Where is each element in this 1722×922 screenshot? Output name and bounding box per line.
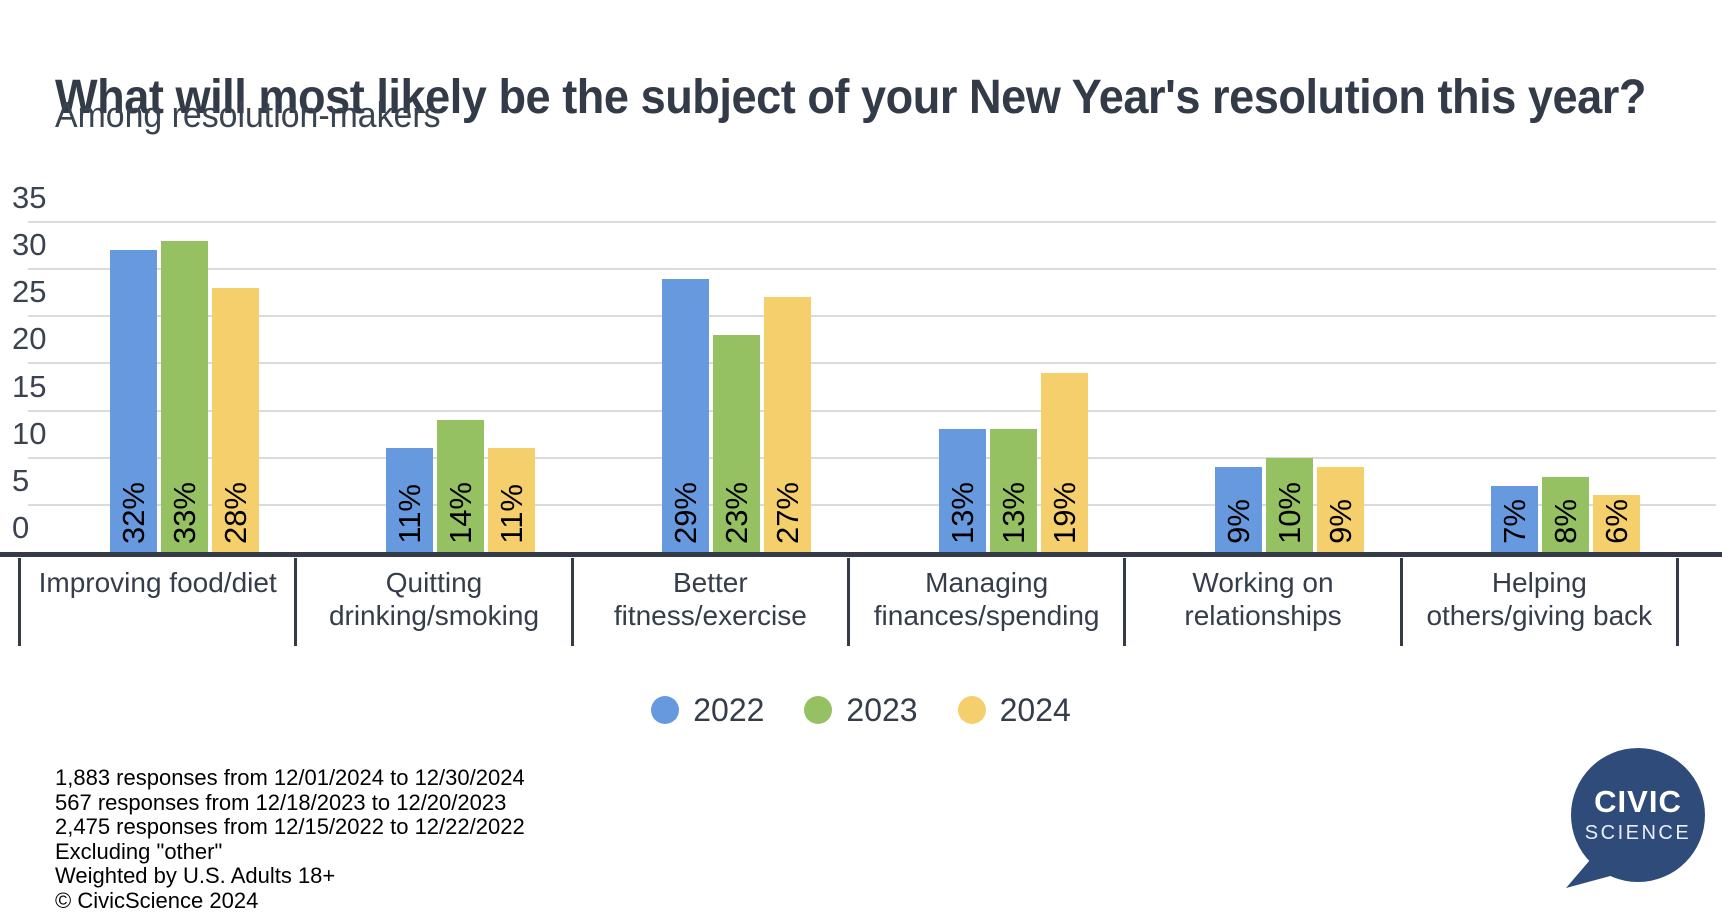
y-tick-label-15: 15 bbox=[12, 368, 47, 404]
bar-2022-improving-food-diet: 32% bbox=[109, 250, 157, 552]
bar-value-label: 23% bbox=[719, 481, 755, 544]
footnote-line-4: Excluding "other" bbox=[55, 838, 223, 864]
grouped-bar-chart: 0 5 10 15 20 25 30 35 32% 33% 28% 11% 14% 11% 29% 23% 27… bbox=[0, 180, 1722, 662]
bar-value-label: 33% bbox=[166, 481, 202, 544]
chart-legend: 2022 2023 2024 bbox=[0, 690, 1722, 730]
gridline-30 bbox=[28, 268, 1716, 271]
bar-2023-working-on-relationships: 10% bbox=[1265, 457, 1313, 552]
legend-label: 2022 bbox=[693, 691, 765, 728]
bar-2024-working-on-relationships: 9% bbox=[1316, 467, 1364, 552]
bar-value-label: 29% bbox=[668, 481, 704, 544]
legend-item-2024: 2024 bbox=[957, 691, 1071, 729]
legend-dot-icon bbox=[651, 696, 680, 724]
bar-value-label: 8% bbox=[1548, 499, 1584, 544]
bar-value-label: 9% bbox=[1220, 499, 1256, 544]
category-column-better-fitness-exercise: 29% 23% 27% bbox=[599, 222, 875, 552]
bar-value-label: 28% bbox=[217, 481, 253, 544]
bar-2024-better-fitness-exercise: 27% bbox=[764, 297, 812, 552]
speech-bubble-icon: CIVIC SCIENCE bbox=[1566, 748, 1705, 888]
bar-2024-improving-food-diet: 28% bbox=[211, 288, 259, 552]
y-tick-label-30: 30 bbox=[12, 227, 47, 263]
x-axis-line bbox=[0, 552, 1722, 557]
category-label-quitting-drinking-smoking: Quitting drinking/smoking bbox=[294, 558, 570, 646]
footnote-line-2: 567 responses from 12/18/2023 to 12/20/2… bbox=[55, 789, 507, 815]
bar-2023-managing-finances-spending: 13% bbox=[989, 429, 1037, 552]
bar-value-label: 10% bbox=[1271, 481, 1307, 544]
gridline-10 bbox=[28, 456, 1716, 459]
y-tick-label-25: 25 bbox=[12, 274, 47, 310]
bar-value-label: 11% bbox=[493, 484, 529, 544]
logo-text-science: SCIENCE bbox=[1585, 822, 1691, 844]
bar-2022-working-on-relationships: 9% bbox=[1214, 467, 1262, 552]
civicscience-logo: CIVIC SCIENCE bbox=[1556, 742, 1716, 902]
bar-value-label: 6% bbox=[1599, 499, 1635, 544]
footnote-line-3: 2,475 responses from 12/15/2022 to 12/22… bbox=[55, 814, 525, 839]
chart-subtitle: Among resolution-makers bbox=[55, 94, 441, 135]
category-column-improving-food-diet: 32% 33% 28% bbox=[46, 222, 322, 552]
category-column-managing-finances-spending: 13% 13% 19% bbox=[875, 222, 1151, 552]
bar-value-label: 14% bbox=[442, 481, 478, 544]
bar-2023-helping-others-giving-back: 8% bbox=[1542, 476, 1590, 552]
category-label-improving-food-diet: Improving food/diet bbox=[18, 558, 294, 646]
bar-2024-quitting-drinking-smoking: 11% bbox=[487, 448, 535, 552]
bar-2023-improving-food-diet: 33% bbox=[160, 240, 208, 552]
gridline-5 bbox=[28, 503, 1716, 506]
bar-2022-quitting-drinking-smoking: 11% bbox=[385, 448, 433, 552]
category-column-quitting-drinking-smoking: 11% 14% 11% bbox=[322, 222, 598, 552]
bar-value-label: 13% bbox=[995, 481, 1031, 544]
legend-item-2022: 2022 bbox=[651, 692, 764, 729]
bar-value-label: 9% bbox=[1322, 499, 1358, 544]
bar-2022-managing-finances-spending: 13% bbox=[938, 429, 986, 552]
legend-label: 2024 bbox=[999, 691, 1071, 728]
bar-2023-quitting-drinking-smoking: 14% bbox=[436, 420, 484, 552]
bar-value-label: 11% bbox=[391, 484, 427, 544]
legend-dot-icon bbox=[804, 696, 833, 724]
footnote-line-5: Weighted by U.S. Adults 18+ bbox=[55, 863, 336, 888]
y-tick-label-20: 20 bbox=[12, 321, 47, 357]
category-label-helping-others-giving-back: Helping others/giving back bbox=[1399, 558, 1676, 646]
legend-label: 2023 bbox=[846, 691, 918, 728]
y-tick-label-5: 5 bbox=[12, 462, 30, 498]
bar-2023-better-fitness-exercise: 23% bbox=[713, 335, 761, 552]
bar-2022-better-fitness-exercise: 29% bbox=[662, 278, 710, 552]
bar-2024-helping-others-giving-back: 6% bbox=[1593, 495, 1641, 552]
bar-value-label: 27% bbox=[770, 481, 806, 544]
category-column-working-on-relationships: 9% 10% 9% bbox=[1151, 222, 1427, 552]
footnote-line-1: 1,883 responses from 12/01/2024 to 12/30… bbox=[55, 765, 525, 790]
gridline-25 bbox=[28, 315, 1716, 318]
bar-value-label: 7% bbox=[1497, 499, 1533, 544]
y-tick-label-10: 10 bbox=[12, 415, 47, 451]
bar-2024-managing-finances-spending: 19% bbox=[1040, 372, 1088, 552]
gridline-20 bbox=[28, 362, 1716, 365]
gridline-15 bbox=[28, 409, 1716, 412]
gridline-35 bbox=[28, 221, 1716, 223]
bar-value-label: 13% bbox=[944, 481, 980, 544]
chart-title: What will most likely be the subject of … bbox=[55, 71, 1646, 125]
category-label-managing-finances-spending: Managing finances/spending bbox=[846, 558, 1123, 646]
y-tick-label-35: 35 bbox=[12, 180, 47, 215]
footnotes: 1,883 responses from 12/01/2024 to 12/30… bbox=[55, 765, 525, 913]
bar-value-label: 19% bbox=[1046, 481, 1082, 544]
x-axis-category-labels: Improving food/diet Quitting drinking/smo… bbox=[18, 558, 1679, 646]
legend-dot-icon bbox=[957, 696, 986, 724]
legend-item-2023: 2023 bbox=[804, 691, 918, 729]
y-tick-label-0: 0 bbox=[12, 510, 30, 545]
bar-value-label: 32% bbox=[115, 481, 151, 544]
bar-columns: 32% 33% 28% 11% 14% 11% 29% 23% 27% 13% 13% 19% 9% 10… bbox=[46, 222, 1704, 552]
category-column-helping-others-giving-back: 7% 8% 6% bbox=[1428, 222, 1704, 552]
category-label-working-on-relationships: Working on relationships bbox=[1123, 558, 1399, 646]
category-label-better-fitness-exercise: Better fitness/exercise bbox=[570, 558, 847, 646]
logo-text-civic: CIVIC bbox=[1594, 784, 1682, 819]
bar-2022-helping-others-giving-back: 7% bbox=[1491, 486, 1539, 552]
plot-area: 0 5 10 15 20 25 30 35 32% 33% 28% 11% 14% 11% 29% 23% 27… bbox=[12, 180, 1716, 552]
footnote-line-6: © CivicScience 2024 bbox=[55, 887, 259, 913]
